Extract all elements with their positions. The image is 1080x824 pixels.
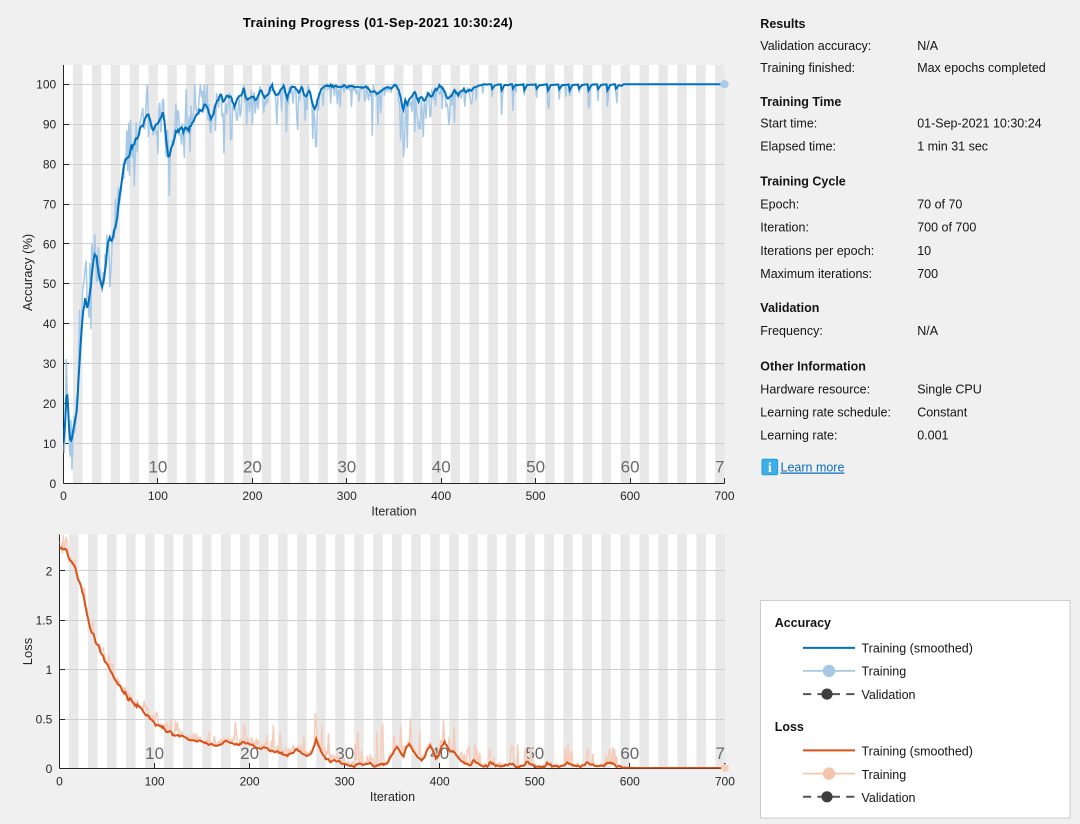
svg-text:Training Time: Training Time [760, 95, 841, 109]
svg-text:Validation accuracy:: Validation accuracy: [760, 39, 871, 53]
svg-text:10: 10 [145, 744, 164, 763]
svg-text:50: 50 [526, 458, 545, 477]
svg-text:Maximum iterations:: Maximum iterations: [760, 267, 872, 281]
svg-text:Elapsed time:: Elapsed time: [760, 139, 836, 153]
svg-text:0: 0 [50, 477, 57, 491]
svg-text:600: 600 [620, 489, 640, 503]
svg-text:300: 300 [337, 489, 357, 503]
svg-text:Iteration: Iteration [371, 505, 416, 519]
svg-text:Learning rate schedule:: Learning rate schedule: [760, 406, 891, 420]
svg-text:1: 1 [46, 663, 53, 677]
svg-text:40: 40 [43, 317, 57, 331]
svg-text:200: 200 [242, 489, 262, 503]
svg-text:Training finished:: Training finished: [760, 61, 855, 75]
svg-text:Loss: Loss [775, 720, 804, 734]
svg-text:500: 500 [526, 489, 546, 503]
svg-text:0: 0 [60, 489, 67, 503]
svg-text:01-Sep-2021 10:30:24: 01-Sep-2021 10:30:24 [917, 117, 1041, 131]
svg-text:Training (smoothed): Training (smoothed) [862, 745, 973, 759]
svg-text:70: 70 [715, 458, 734, 477]
svg-text:80: 80 [43, 158, 57, 172]
svg-text:Iterations per epoch:: Iterations per epoch: [760, 244, 874, 258]
svg-text:Hardware resource:: Hardware resource: [760, 383, 870, 397]
svg-text:70: 70 [715, 744, 734, 763]
svg-text:20: 20 [243, 458, 262, 477]
svg-text:40: 40 [432, 458, 451, 477]
svg-text:0: 0 [56, 775, 63, 789]
svg-text:Validation: Validation [862, 791, 916, 805]
svg-text:500: 500 [525, 775, 545, 789]
svg-text:10: 10 [148, 458, 167, 477]
svg-text:100: 100 [145, 775, 165, 789]
svg-text:Results: Results [760, 17, 805, 31]
svg-text:Training: Training [862, 768, 907, 782]
svg-text:700: 700 [714, 489, 734, 503]
svg-text:Validation: Validation [760, 301, 819, 315]
svg-text:Single CPU: Single CPU [917, 383, 982, 397]
svg-text:Iteration: Iteration [370, 790, 415, 804]
svg-text:20: 20 [240, 744, 259, 763]
svg-text:2: 2 [46, 564, 53, 578]
svg-text:600: 600 [620, 775, 640, 789]
svg-text:Max epochs completed: Max epochs completed [917, 61, 1046, 75]
svg-text:Training (smoothed): Training (smoothed) [862, 642, 973, 656]
svg-text:30: 30 [337, 458, 356, 477]
svg-text:Learn more: Learn more [781, 461, 845, 475]
svg-text:400: 400 [430, 775, 450, 789]
svg-text:0.001: 0.001 [917, 429, 948, 443]
svg-text:70 of 70: 70 of 70 [917, 198, 962, 212]
svg-text:N/A: N/A [917, 324, 939, 338]
svg-text:30: 30 [43, 357, 57, 371]
svg-text:Iteration:: Iteration: [760, 221, 809, 235]
svg-text:Start time:: Start time: [760, 117, 817, 131]
svg-text:700: 700 [715, 775, 735, 789]
svg-text:Validation: Validation [862, 688, 916, 702]
svg-text:Accuracy: Accuracy [775, 616, 831, 630]
svg-text:300: 300 [335, 775, 355, 789]
svg-text:1 min 31 sec: 1 min 31 sec [917, 139, 988, 153]
svg-text:N/A: N/A [917, 39, 939, 53]
svg-text:400: 400 [431, 489, 451, 503]
svg-text:Frequency:: Frequency: [760, 324, 823, 338]
svg-text:i: i [768, 461, 772, 476]
svg-text:Training Progress (01-Sep-2021: Training Progress (01-Sep-2021 10:30:24) [243, 15, 513, 30]
svg-text:50: 50 [525, 744, 544, 763]
svg-text:10: 10 [43, 437, 57, 451]
svg-text:100: 100 [36, 78, 56, 92]
svg-text:700: 700 [917, 267, 938, 281]
svg-text:20: 20 [43, 397, 57, 411]
svg-text:Training Cycle: Training Cycle [760, 175, 845, 189]
svg-text:1.5: 1.5 [36, 614, 53, 628]
svg-text:Epoch:: Epoch: [760, 198, 799, 212]
svg-text:Accuracy (%): Accuracy (%) [20, 234, 35, 311]
svg-text:Loss: Loss [20, 637, 35, 665]
svg-text:200: 200 [240, 775, 260, 789]
svg-text:10: 10 [917, 244, 931, 258]
svg-text:700 of 700: 700 of 700 [917, 221, 976, 235]
svg-text:90: 90 [43, 118, 57, 132]
svg-text:Learning rate:: Learning rate: [760, 429, 837, 443]
svg-text:0.5: 0.5 [36, 713, 53, 727]
svg-text:60: 60 [43, 237, 57, 251]
svg-text:0: 0 [46, 762, 53, 776]
svg-text:Other Information: Other Information [760, 359, 866, 373]
svg-text:30: 30 [335, 744, 354, 763]
svg-text:50: 50 [43, 277, 57, 291]
svg-text:70: 70 [43, 197, 57, 211]
svg-text:60: 60 [620, 744, 639, 763]
svg-text:60: 60 [621, 458, 640, 477]
svg-text:Constant: Constant [917, 406, 968, 420]
svg-text:100: 100 [148, 489, 168, 503]
svg-text:Training: Training [862, 665, 907, 679]
